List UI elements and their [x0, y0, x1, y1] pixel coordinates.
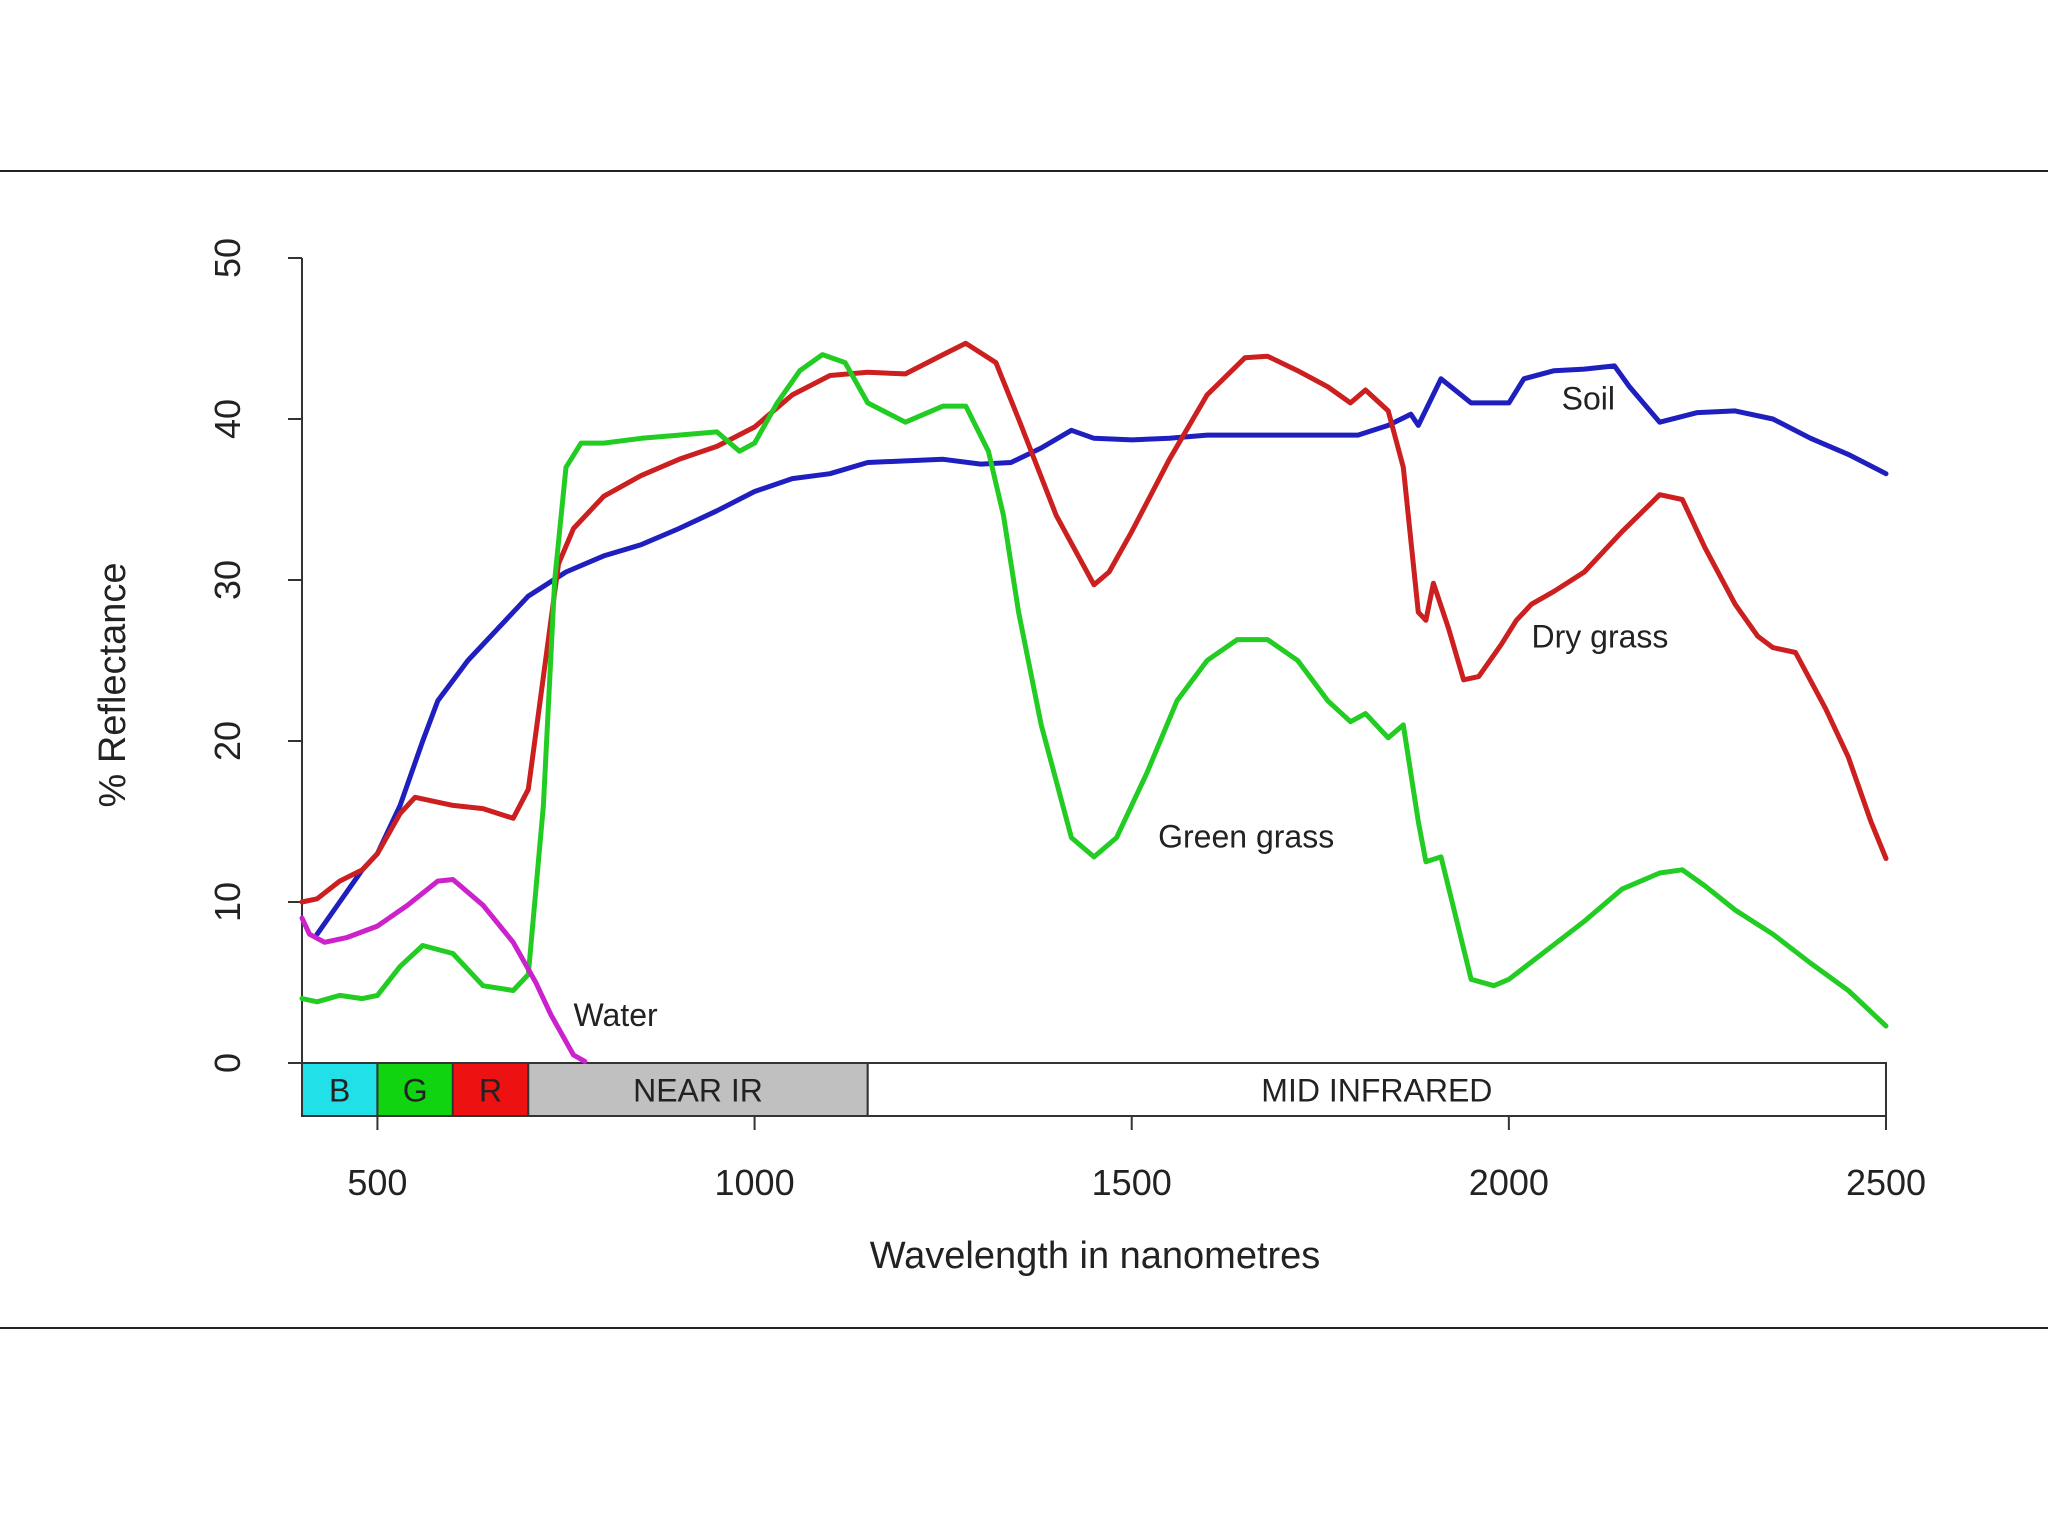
band-near-ir [527, 1062, 869, 1117]
y-tick-label-10: 10 [207, 882, 248, 922]
x-tick-label-1500: 1500 [1092, 1162, 1172, 1203]
series-label-soil: Soil [1562, 380, 1615, 416]
y-tick-label-30: 30 [207, 560, 248, 600]
y-tick-label-40: 40 [207, 399, 248, 439]
chart-series [299, 340, 1889, 1064]
x-tick-label-2000: 2000 [1469, 1162, 1549, 1203]
series-line-dry-grass [299, 340, 1889, 905]
y-tick-label-50: 50 [207, 238, 248, 278]
band-mid-infrared [866, 1062, 1887, 1117]
spectral-band-bar: B G R NEAR IR MID INFRARED [301, 1062, 1887, 1117]
band-label-near-ir: NEAR IR [633, 1073, 763, 1109]
series-label-dry-grass: Dry grass [1531, 619, 1668, 655]
band-label-r: R [479, 1073, 502, 1109]
band-label-mid-infrared: MID INFRARED [1261, 1073, 1492, 1109]
chart-axes: 0 10 20 30 40 50 500 1000 1500 2000 2500 [207, 238, 1926, 1203]
series-line-water [299, 877, 588, 1064]
band-label-b: B [329, 1073, 350, 1109]
y-axis-title: % Reflectance [92, 562, 134, 807]
y-tick-label-0: 0 [207, 1053, 248, 1073]
series-label-green-grass: Green grass [1158, 818, 1334, 854]
series-line-green-grass [299, 352, 1889, 1029]
y-tick-label-20: 20 [207, 721, 248, 761]
band-label-g: G [403, 1073, 428, 1109]
x-tick-label-1000: 1000 [715, 1162, 795, 1203]
bottom-divider-line [0, 1327, 2048, 1329]
series-labels: Soil Dry grass Green grass Water [574, 380, 1669, 1033]
band-b [301, 1062, 379, 1117]
series-line-soil [314, 363, 1889, 937]
x-tick-label-2500: 2500 [1846, 1162, 1926, 1203]
top-divider-line [0, 170, 2048, 172]
series-label-water: Water [574, 997, 659, 1033]
x-axis-title: Wavelength in nanometres [870, 1235, 1321, 1277]
x-tick-label-500: 500 [347, 1162, 407, 1203]
